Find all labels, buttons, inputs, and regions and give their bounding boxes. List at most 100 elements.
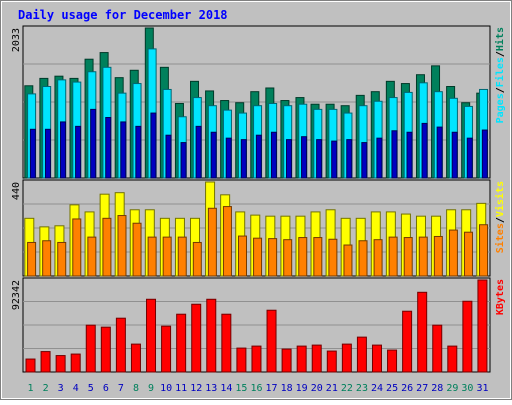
bar-sites-17 (268, 238, 278, 277)
bar-sites-5 (87, 236, 97, 277)
bar-kbytes-9 (146, 298, 157, 373)
bar-pages-14 (225, 137, 232, 179)
x-tick-label-12: 12 (190, 383, 202, 394)
bar-kbytes-13 (206, 298, 217, 373)
x-tick-label-18: 18 (281, 383, 293, 394)
bar-pages-19 (301, 136, 308, 179)
bar-sites-27 (418, 236, 428, 277)
bar-kbytes-17 (266, 309, 277, 373)
bar-pages-26 (406, 131, 413, 179)
bar-kbytes-25 (387, 349, 398, 373)
x-tick-label-11: 11 (175, 383, 187, 394)
bar-sites-21 (328, 238, 338, 277)
bar-sites-24 (373, 239, 383, 277)
bar-sites-6 (102, 217, 112, 277)
x-tick-label-28: 28 (431, 383, 443, 394)
bar-sites-23 (358, 240, 368, 277)
bar-kbytes-6 (100, 326, 111, 373)
bar-kbytes-24 (371, 344, 382, 373)
x-tick-label-20: 20 (311, 383, 323, 394)
legend-entry: Sites (494, 223, 506, 253)
bar-sites-7 (117, 215, 127, 277)
series-pages (29, 108, 488, 179)
bar-pages-22 (346, 139, 353, 179)
bar-kbytes-5 (85, 324, 96, 373)
bar-pages-28 (436, 126, 443, 179)
legend-entry: / (495, 217, 506, 223)
bar-pages-5 (90, 108, 97, 179)
series-kbytes (25, 279, 488, 373)
bar-sites-16 (253, 237, 263, 277)
x-tick-label-1: 1 (28, 383, 34, 394)
bar-kbytes-26 (402, 310, 413, 373)
chart-panels: 2033Pages/Files/Hits440Sites/Visits92342… (11, 25, 506, 373)
bar-pages-3 (60, 121, 67, 179)
x-tick-label-30: 30 (461, 383, 473, 394)
bar-pages-15 (240, 139, 247, 179)
bar-pages-6 (105, 116, 112, 179)
bar-sites-15 (238, 235, 248, 277)
bar-pages-8 (135, 125, 142, 179)
bar-sites-25 (388, 236, 398, 277)
bar-kbytes-1 (25, 358, 36, 373)
x-tick-label-19: 19 (296, 383, 308, 394)
bar-kbytes-8 (130, 343, 141, 373)
legend-entry: KBytes (495, 279, 506, 315)
bar-sites-3 (57, 241, 67, 277)
x-tick-label-22: 22 (341, 383, 353, 394)
bar-kbytes-12 (191, 303, 202, 373)
bar-kbytes-31 (477, 279, 488, 373)
x-tick-label-10: 10 (160, 383, 172, 394)
bar-sites-26 (403, 237, 413, 277)
x-tick-label-2: 2 (43, 383, 49, 394)
x-tick-label-29: 29 (446, 383, 458, 394)
panel-visits-sites: 440 Sites/Visits (11, 179, 506, 277)
bar-kbytes-11 (176, 313, 187, 373)
legend-kbytes: KBytes (495, 279, 506, 315)
x-tick-label-4: 4 (73, 383, 79, 394)
legend-visits-sites: Sites/Visits (494, 181, 506, 253)
bar-kbytes-7 (115, 317, 126, 373)
bar-sites-8 (132, 222, 142, 277)
bar-kbytes-21 (326, 350, 337, 373)
legend-entry: Hits (494, 27, 506, 51)
bar-pages-24 (376, 137, 383, 179)
bar-sites-1 (27, 241, 37, 277)
x-tick-label-17: 17 (266, 383, 278, 394)
bar-kbytes-28 (432, 324, 443, 373)
x-tick-label-26: 26 (401, 383, 413, 394)
bar-kbytes-27 (417, 291, 428, 373)
bar-kbytes-23 (356, 336, 367, 373)
x-tick-label-5: 5 (88, 383, 94, 394)
bar-pages-12 (195, 125, 202, 179)
legend-entry: Visits (494, 181, 506, 217)
bar-kbytes-2 (40, 351, 51, 373)
bar-pages-16 (255, 134, 262, 179)
bar-sites-13 (207, 207, 217, 277)
bar-pages-7 (120, 121, 127, 179)
bar-kbytes-4 (70, 353, 81, 373)
x-axis-labels: 1 2 3 4 5 6 7 8 9 10 11 12 13 14 15 16 17 18 19 20 21 22 23 24 2… (28, 383, 489, 394)
bar-kbytes-30 (462, 300, 473, 373)
bar-sites-10 (162, 236, 172, 277)
x-tick-label-23: 23 (356, 383, 368, 394)
bar-kbytes-3 (55, 355, 66, 373)
legend-entry: / (495, 51, 506, 57)
bar-pages-4 (75, 125, 82, 179)
bar-kbytes-16 (251, 345, 262, 373)
bar-sites-22 (343, 244, 353, 277)
bar-pages-30 (466, 137, 473, 179)
x-tick-label-16: 16 (250, 383, 262, 394)
x-tick-label-14: 14 (220, 383, 232, 394)
legend-hits-files-pages: Pages/Files/Hits (494, 27, 506, 123)
x-tick-label-21: 21 (326, 383, 338, 394)
y-max-label: 92342 (11, 280, 22, 310)
x-tick-label-13: 13 (205, 383, 217, 394)
bar-kbytes-15 (236, 347, 247, 373)
bar-kbytes-18 (281, 348, 292, 373)
legend-entry: / (495, 87, 506, 93)
legend-entry: Pages (495, 93, 506, 123)
x-tick-label-24: 24 (371, 383, 383, 394)
